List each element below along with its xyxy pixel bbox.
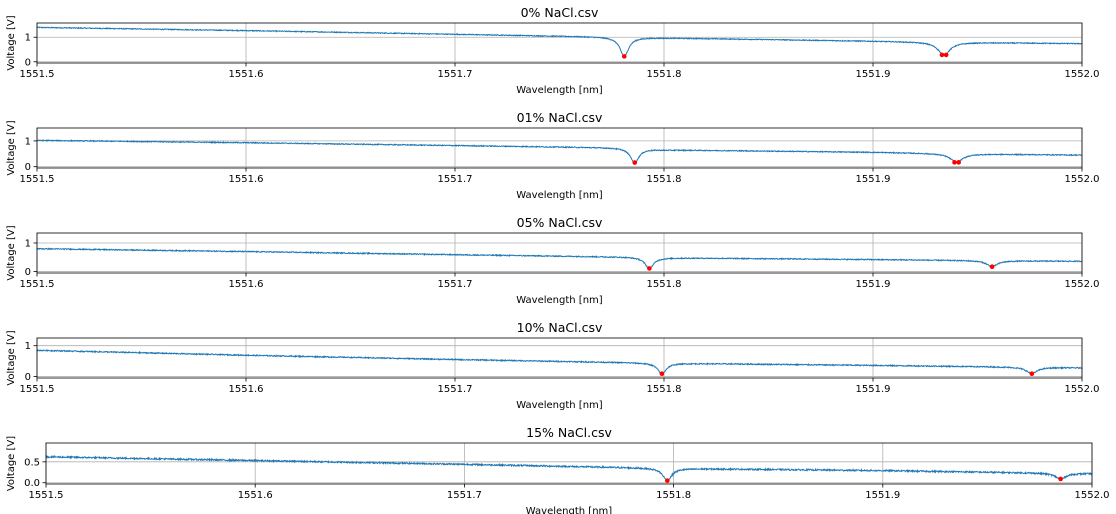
x-tick-label: 1551.6 xyxy=(229,174,264,185)
series-line xyxy=(36,349,1083,375)
x-tick-label: 1552.0 xyxy=(1075,490,1110,501)
x-tick-label: 1552.0 xyxy=(1065,279,1100,290)
y-tick-label: 0.0 xyxy=(24,478,40,489)
y-tick-label: 0 xyxy=(25,372,31,383)
x-tick-label: 1551.8 xyxy=(647,69,682,80)
y-tick-label: 0 xyxy=(25,267,31,278)
peak-marker xyxy=(956,160,961,165)
x-tick-label: 1552.0 xyxy=(1065,384,1100,395)
subplot-2: 1551.5 1551.6 1551.7 1551.8 1551.9 1552.0 0 1 01… xyxy=(6,110,1100,201)
x-tick-label: 1551.9 xyxy=(856,174,891,185)
x-tick-label: 1551.8 xyxy=(647,174,682,185)
peak-marker xyxy=(939,52,945,58)
x-tick-label: 1551.5 xyxy=(20,69,55,80)
peak-marker xyxy=(943,52,949,58)
plot-frame xyxy=(36,232,1083,274)
y-tick-label: 0.5 xyxy=(24,457,40,468)
subplot-4: 1551.5 1551.6 1551.7 1551.8 1551.9 1552.0 0 1 10… xyxy=(6,320,1100,411)
x-tick-label: 1551.7 xyxy=(438,69,473,80)
y-axis-label: Voltage [V] xyxy=(6,225,17,280)
y-axis-label: Voltage [V] xyxy=(6,436,17,491)
x-tick-label: 1551.9 xyxy=(856,69,891,80)
x-tick-label: 1551.8 xyxy=(647,279,682,290)
x-tick-label: 1551.6 xyxy=(229,69,264,80)
y-tick-label: 1 xyxy=(25,341,31,352)
subplot-3: 1551.5 1551.6 1551.7 1551.8 1551.9 1552.0 0 1 05… xyxy=(6,215,1100,306)
subplot-title: 15% NaCl.csv xyxy=(526,425,612,440)
x-tick-label: 1551.6 xyxy=(238,490,273,501)
x-tick-label: 1551.8 xyxy=(656,490,691,501)
peak-marker xyxy=(632,160,638,165)
series-line xyxy=(45,454,1093,483)
plot-frame xyxy=(36,22,1083,64)
x-axis-label: Wavelength [nm] xyxy=(516,295,602,306)
x-tick-label: 1551.7 xyxy=(447,490,482,501)
x-tick-label: 1551.5 xyxy=(20,384,55,395)
subplot-title: 10% NaCl.csv xyxy=(517,320,603,335)
y-tick-label: 0 xyxy=(25,162,31,173)
x-axis-label: Wavelength [nm] xyxy=(516,85,602,96)
x-tick-label: 1551.7 xyxy=(438,174,473,185)
peak-marker xyxy=(989,264,995,270)
series-line xyxy=(36,139,1083,164)
series-line xyxy=(36,247,1083,270)
x-tick-label: 1551.5 xyxy=(29,490,64,501)
peak-marker xyxy=(659,371,665,376)
x-tick-label: 1551.8 xyxy=(647,384,682,395)
peak-marker xyxy=(952,160,957,165)
y-axis-label: Voltage [V] xyxy=(6,15,17,70)
subplot-title: 01% NaCl.csv xyxy=(517,110,603,125)
x-tick-label: 1552.0 xyxy=(1065,174,1100,185)
y-tick-label: 0 xyxy=(25,57,31,68)
peak-marker xyxy=(1058,476,1063,482)
series-line xyxy=(36,26,1083,58)
x-tick-label: 1551.9 xyxy=(856,384,891,395)
plot-frame xyxy=(36,127,1083,169)
y-axis-label: Voltage [V] xyxy=(6,330,17,385)
subplot-1: 1551.5 1551.6 1551.7 1551.8 1551.9 1552.0 0 1 0%… xyxy=(6,5,1100,96)
x-tick-label: 1551.6 xyxy=(229,384,264,395)
y-axis-label: Voltage [V] xyxy=(6,120,17,175)
y-tick-label: 1 xyxy=(25,33,31,44)
peak-marker xyxy=(1029,371,1035,376)
peak-marker xyxy=(665,478,670,483)
subplot-title: 05% NaCl.csv xyxy=(517,215,603,230)
peak-marker xyxy=(621,54,627,59)
plot-frame xyxy=(36,337,1083,379)
x-tick-label: 1551.9 xyxy=(865,490,900,501)
x-tick-label: 1551.5 xyxy=(20,174,55,185)
subplot-5: 1551.5 1551.6 1551.7 1551.8 1551.9 1552.0 0.0 0… xyxy=(6,425,1110,514)
x-tick-label: 1551.6 xyxy=(229,279,264,290)
x-tick-label: 1551.7 xyxy=(438,279,473,290)
x-axis-label: Wavelength [nm] xyxy=(516,400,602,411)
x-tick-label: 1551.7 xyxy=(438,384,473,395)
y-tick-label: 1 xyxy=(25,239,31,250)
x-axis-label: Wavelength [nm] xyxy=(516,190,602,201)
x-tick-label: 1551.9 xyxy=(856,279,891,290)
peak-marker xyxy=(647,266,652,271)
x-axis-label: Wavelength [nm] xyxy=(526,506,612,514)
plot-frame xyxy=(45,442,1093,485)
y-tick-label: 1 xyxy=(25,136,31,147)
subplot-title: 0% NaCl.csv xyxy=(521,5,599,20)
x-tick-label: 1552.0 xyxy=(1065,69,1100,80)
x-tick-label: 1551.5 xyxy=(20,279,55,290)
